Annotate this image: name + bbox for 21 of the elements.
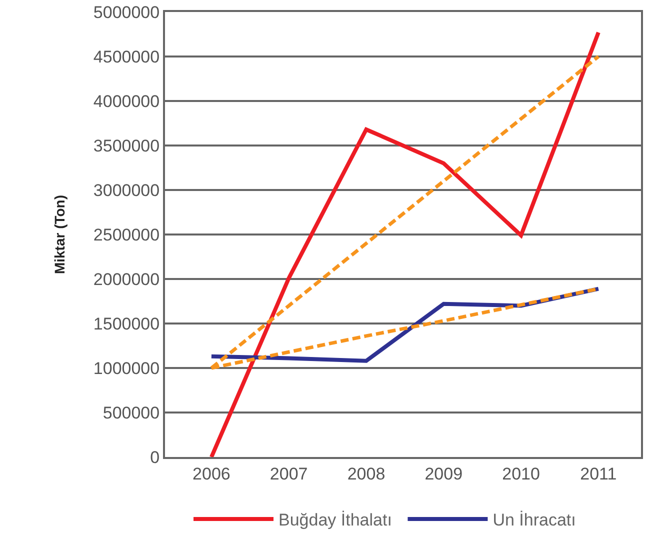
y-tick-label: 2500000 bbox=[93, 225, 160, 244]
legend-label: Buğday İthalatı bbox=[278, 510, 392, 530]
y-tick-label: 1000000 bbox=[93, 358, 160, 378]
legend-label: Un İhracatı bbox=[492, 510, 576, 530]
y-tick-label: 4500000 bbox=[93, 47, 160, 66]
y-tick-label: 5000000 bbox=[93, 2, 160, 22]
y-tick-label: 2000000 bbox=[93, 270, 160, 289]
x-tick-label: 2007 bbox=[270, 464, 308, 484]
x-tick-label: 2011 bbox=[580, 464, 617, 484]
y-tick-label: 4000000 bbox=[93, 92, 160, 111]
y-tick-label: 3500000 bbox=[93, 136, 160, 156]
x-tick-label: 2010 bbox=[502, 464, 540, 484]
line-series bbox=[209, 30, 600, 457]
x-tick-label: 2009 bbox=[424, 464, 463, 484]
x-tick-label: 2006 bbox=[192, 464, 230, 484]
y-tick-label: 0 bbox=[150, 448, 160, 467]
x-tick-label: 2008 bbox=[347, 464, 386, 484]
y-tick-label: 3000000 bbox=[93, 180, 160, 200]
y-tick-label: 1500000 bbox=[93, 314, 160, 334]
y-tick-label: 500000 bbox=[102, 403, 160, 422]
y-axis-title: Miktar (Ton) bbox=[52, 194, 68, 274]
